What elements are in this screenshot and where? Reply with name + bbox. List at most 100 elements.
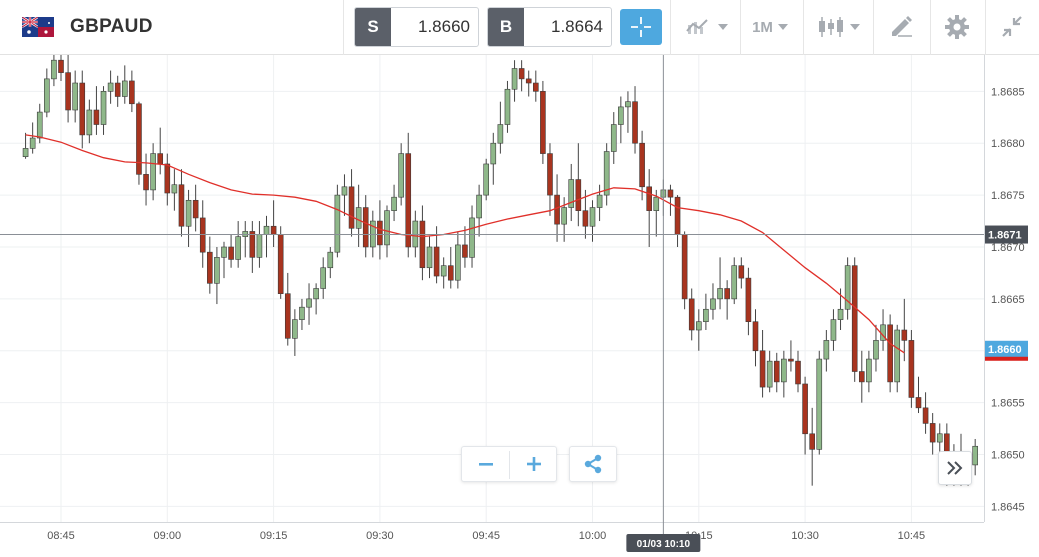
bullish-candle (306, 298, 312, 308)
sell-button[interactable]: S 1.8660 (354, 7, 479, 47)
bearish-candle (632, 101, 638, 144)
bearish-candle (199, 217, 206, 253)
bullish-candle (327, 251, 334, 269)
share-icon (584, 454, 602, 474)
bearish-candle (178, 184, 185, 227)
bearish-candle (809, 433, 815, 450)
bearish-candle (377, 220, 383, 246)
drawing-tools-button[interactable] (880, 8, 924, 46)
chart-toolbar: GBPAUD S 1.8660 B 1.8664 (0, 0, 1039, 55)
bullish-candle (29, 137, 36, 149)
bearish-candle (419, 220, 426, 269)
timeframe-selector[interactable]: 1M (744, 8, 796, 46)
instrument-symbol[interactable]: GBPAUD (70, 16, 153, 37)
bearish-candle (745, 277, 752, 323)
collapse-button[interactable] (992, 8, 1032, 46)
share-button[interactable] (569, 446, 617, 482)
bullish-candle (341, 186, 348, 196)
bullish-candle (299, 306, 305, 320)
bullish-candle (86, 109, 93, 136)
bullish-candle (384, 210, 390, 246)
bearish-candle (752, 321, 759, 352)
scroll-to-latest-button[interactable] (938, 451, 972, 485)
buy-button[interactable]: B 1.8664 (487, 7, 612, 47)
bullish-candle (504, 88, 511, 125)
bullish-candle (561, 207, 567, 225)
bullish-candle (717, 288, 723, 300)
bullish-candle (866, 358, 872, 383)
zoom-out-button[interactable] (462, 447, 509, 481)
drawing-tool-icon (892, 16, 912, 37)
bullish-candle (221, 246, 227, 258)
bullish-candle (936, 433, 943, 443)
bullish-candle (185, 199, 192, 227)
bullish-candle (618, 106, 624, 125)
bearish-candle (270, 225, 277, 235)
bullish-candle (334, 194, 341, 253)
candlestick-style-button[interactable] (810, 8, 866, 46)
bearish-candle (788, 358, 794, 362)
bullish-candle (710, 298, 716, 310)
moving-average-line (25, 134, 905, 354)
bearish-candle (114, 82, 121, 97)
chart-type-icon (685, 19, 708, 34)
bullish-candle (703, 308, 709, 323)
bearish-candle (136, 103, 142, 175)
settings-button[interactable] (936, 8, 978, 46)
bearish-candle (554, 194, 560, 225)
bearish-candle (143, 174, 149, 191)
bullish-candle (51, 59, 57, 80)
bearish-candle (533, 82, 539, 92)
bullish-candle (426, 246, 433, 269)
bullish-candle (511, 68, 518, 90)
bearish-candle (646, 186, 652, 211)
crosshair-button[interactable] (620, 9, 662, 45)
bullish-candle (36, 111, 43, 139)
bullish-candle (455, 244, 461, 281)
bearish-candle (284, 293, 291, 339)
bullish-candle (72, 82, 78, 111)
bullish-candle (235, 236, 241, 260)
bullish-candle (844, 265, 851, 310)
y-tick-label: 1.8645 (991, 501, 1025, 513)
zoom-in-button[interactable] (510, 447, 557, 481)
bullish-candle (894, 329, 901, 383)
bullish-candle (766, 360, 773, 388)
bullish-candle (596, 194, 603, 208)
bearish-candle (795, 360, 801, 385)
bullish-candle (625, 101, 631, 108)
bearish-candle (447, 265, 454, 281)
plus-icon (526, 457, 541, 471)
bullish-candle (816, 358, 823, 450)
chart-type-button[interactable] (680, 8, 732, 46)
crosshair-price-tag (985, 225, 1028, 244)
bearish-candle (901, 329, 908, 341)
bullish-candle (214, 257, 220, 284)
bearish-candle (851, 265, 858, 372)
bearish-candle (908, 340, 915, 398)
x-tick-label: 10:00 (579, 530, 607, 542)
y-tick-label: 1.8665 (991, 294, 1025, 306)
bearish-candle (65, 72, 71, 111)
gear-icon (945, 15, 969, 39)
bullish-candle (603, 151, 610, 196)
bullish-candle (837, 308, 844, 320)
bullish-candle (440, 265, 447, 277)
x-tick-label: 10:30 (791, 530, 819, 542)
bullish-candle (873, 340, 879, 360)
bullish-candle (150, 153, 156, 191)
bullish-candle (100, 91, 107, 125)
bearish-candle (773, 360, 780, 383)
bearish-candle (433, 246, 440, 277)
bullish-candle (320, 267, 327, 289)
bearish-candle (277, 234, 284, 294)
y-tick-label: 1.8670 (991, 242, 1025, 254)
bullish-candle (823, 340, 830, 360)
toolbar-divider (740, 0, 741, 55)
bullish-candle (107, 82, 114, 92)
bearish-candle (681, 234, 688, 300)
bearish-candle (915, 397, 922, 409)
toolbar-divider (985, 0, 986, 55)
bearish-candle (674, 196, 681, 235)
timeframe-label: 1M (752, 18, 773, 36)
